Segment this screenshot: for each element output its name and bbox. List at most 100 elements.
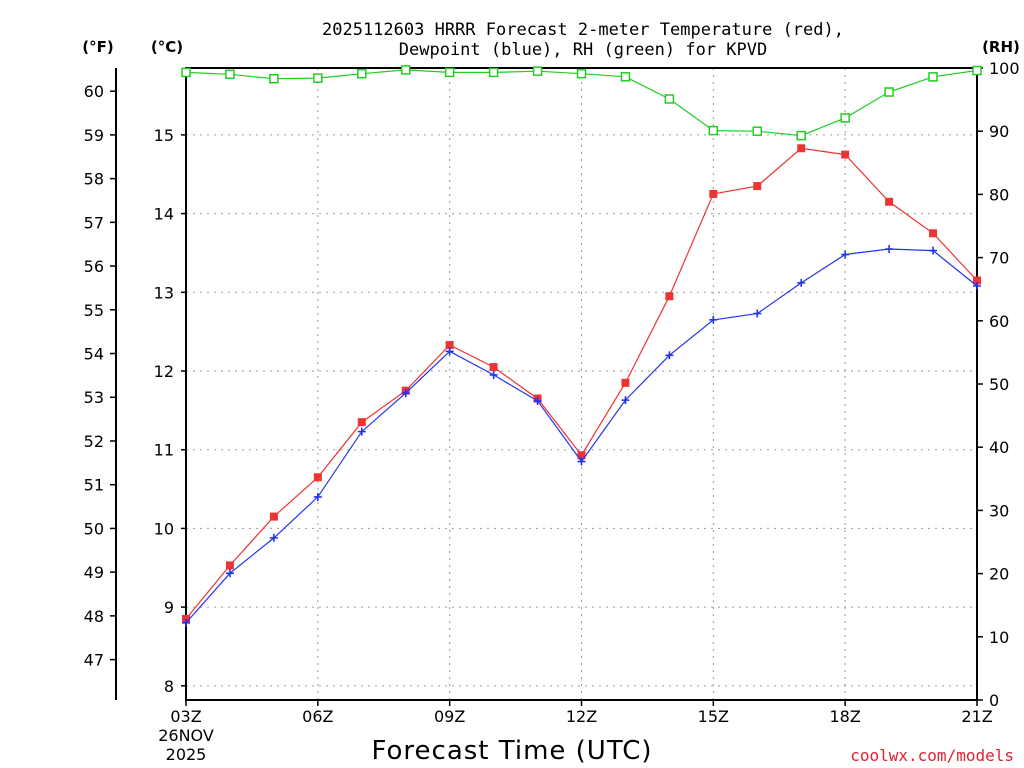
temperature-point — [709, 189, 718, 198]
temperature-point — [577, 451, 586, 460]
temperature-point — [665, 292, 674, 301]
rh-point — [796, 130, 806, 141]
dewpoint-point — [797, 278, 806, 287]
rh-point — [972, 65, 982, 76]
x-tick-label: 18Z — [830, 707, 861, 726]
rh-point — [313, 73, 323, 83]
fahrenheit-tick-label: 49 — [84, 563, 104, 582]
dewpoint-point — [841, 250, 850, 259]
rh-point — [357, 68, 367, 79]
fahrenheit-tick-label: 52 — [84, 432, 104, 451]
x-tick-label: 06Z — [302, 707, 333, 726]
x-tick-label: 15Z — [698, 707, 729, 726]
x-date-day: 26NOV — [158, 726, 214, 745]
temperature-point — [885, 197, 894, 206]
plot-frame — [185, 67, 978, 701]
rh-point — [708, 125, 719, 136]
rh-point — [488, 67, 499, 78]
series-rh — [181, 65, 982, 141]
celsius-tick-label: 10 — [154, 519, 174, 538]
x-tick-label: 03Z — [170, 707, 201, 726]
celsius-tick-label: 15 — [154, 126, 174, 145]
credit-text: coolwx.com/models — [850, 746, 1014, 765]
dewpoint-point — [621, 396, 630, 405]
temperature-point — [621, 378, 630, 387]
fahrenheit-tick-label: 51 — [84, 476, 104, 495]
series-dewpoint — [182, 245, 981, 627]
rh-tick-label: 50 — [989, 375, 1009, 394]
dewpoint-point — [533, 396, 542, 405]
celsius-tick-label: 8 — [164, 677, 174, 696]
rh-point — [928, 72, 938, 82]
rh-tick-label: 80 — [989, 185, 1009, 204]
rh-tick-label: 30 — [989, 501, 1009, 520]
fahrenheit-unit-label: (°F) — [82, 38, 113, 56]
dewpoint-point — [753, 309, 762, 318]
rh-tick-label: 90 — [989, 122, 1009, 141]
fahrenheit-tick-label: 55 — [84, 301, 104, 320]
rh-point — [576, 68, 587, 79]
rh-point — [840, 113, 850, 123]
fahrenheit-tick-label: 54 — [84, 345, 104, 364]
dewpoint-point — [225, 569, 234, 578]
fahrenheit-tick-label: 50 — [84, 519, 104, 538]
chart-title-line2: Dewpoint (blue), RH (green) for KPVD — [399, 40, 767, 60]
fahrenheit-tick-label: 60 — [84, 82, 104, 101]
dewpoint-point — [665, 351, 674, 360]
tick-labels: 03Z 06Z 09Z 12Z 15Z 18Z 21Z 8 9 10 11 12 13 14 15 47 48 4… — [84, 59, 1020, 726]
dewpoint-point — [401, 389, 410, 398]
dewpoint-point — [709, 315, 718, 324]
rh-point — [225, 69, 235, 80]
temperature-point — [929, 229, 938, 238]
dewpoint-point — [269, 533, 278, 542]
x-tick-label: 21Z — [961, 707, 992, 726]
rh-tick-label: 70 — [989, 249, 1009, 268]
fahrenheit-tick-label: 57 — [84, 213, 104, 232]
x-tick-label: 12Z — [566, 707, 597, 726]
celsius-tick-label: 12 — [154, 362, 174, 381]
temperature-point — [225, 561, 234, 570]
rh-tick-label: 0 — [989, 691, 999, 710]
rh-point — [664, 94, 675, 104]
fahrenheit-tick-label: 53 — [84, 388, 104, 407]
temperature-point — [269, 512, 278, 521]
celsius-tick-label: 9 — [164, 598, 174, 617]
temperature-point — [357, 418, 366, 427]
rh-tick-label: 60 — [989, 312, 1009, 331]
rh-point — [269, 73, 279, 84]
rh-point — [620, 72, 631, 82]
dewpoint-point — [885, 245, 894, 254]
grid-lines — [186, 68, 977, 700]
fahrenheit-tick-label: 47 — [84, 651, 104, 670]
fahrenheit-tick-label: 58 — [84, 170, 104, 189]
fahrenheit-tick-label: 56 — [84, 257, 104, 276]
fahrenheit-tick-label: 48 — [84, 607, 104, 626]
dewpoint-point — [182, 618, 190, 627]
dewpoint-point — [489, 370, 498, 379]
dewpoint-point — [357, 427, 366, 436]
rh-point — [444, 67, 455, 78]
rh-point — [752, 126, 763, 136]
data-series — [181, 65, 982, 627]
rh-tick-label: 10 — [989, 628, 1009, 647]
temperature-point — [841, 150, 850, 159]
temperature-point — [797, 144, 806, 153]
rh-point — [884, 87, 894, 97]
rh-point — [400, 65, 411, 75]
fahrenheit-tick-label: 59 — [84, 126, 104, 145]
rh-point — [532, 66, 543, 76]
rh-tick-label: 40 — [989, 438, 1009, 457]
temperature-point — [489, 363, 498, 372]
temperature-point — [445, 341, 454, 350]
dewpoint-point — [577, 457, 586, 466]
dewpoint-point — [973, 282, 981, 291]
rh-tick-label: 20 — [989, 565, 1009, 584]
temperature-point — [973, 276, 981, 285]
celsius-unit-label: (°C) — [151, 38, 183, 56]
celsius-tick-label: 13 — [154, 283, 174, 302]
dewpoint-point — [313, 492, 322, 501]
dewpoint-point — [929, 246, 938, 255]
temperature-point — [313, 473, 322, 482]
rh-point — [181, 67, 191, 78]
